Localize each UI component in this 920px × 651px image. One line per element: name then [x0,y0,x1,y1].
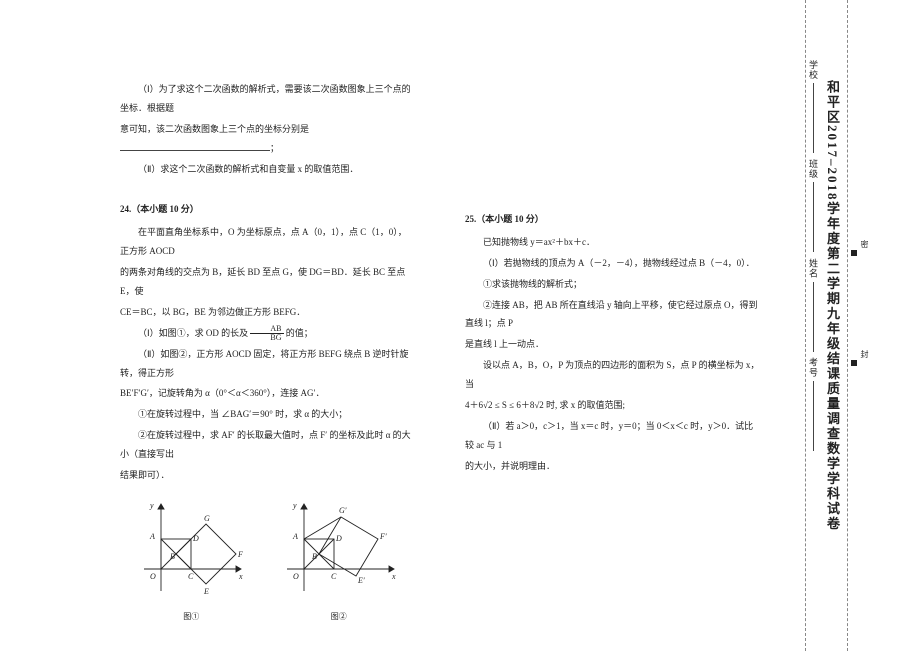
svg-text:G: G [204,514,210,523]
svg-text:A: A [292,532,298,541]
para-1: （Ⅰ）为了求这个二次函数的解析式，需要该二次函数图象上三个点的坐标．根据题 [120,80,415,118]
para-2: 意可知，该二次函数图象上三个点的坐标分别是； [120,120,415,158]
svg-text:B: B [170,552,175,561]
q24-l5: （Ⅱ）如图②，正方形 AOCD 固定，将正方形 BEFG 绕点 B 逆时针旋转，… [120,345,415,383]
blank-line [120,142,270,151]
svg-text:E′: E′ [357,576,365,585]
fraction: ABBG [250,325,283,342]
q24-l3: CE＝BC，以 BG，BE 为邻边做正方形 BEFG． [120,303,415,322]
q25-l9: 的大小，并说明理由． [465,457,760,476]
q24-heading: 24.（本小题 10 分） [120,200,415,219]
q25-l3: ①求该抛物线的解析式； [465,275,760,294]
svg-text:y: y [292,501,297,510]
two-column-content: （Ⅰ）为了求这个二次函数的解析式，需要该二次函数图象上三个点的坐标．根据题 意可… [0,0,805,651]
svg-text:F: F [237,550,243,559]
svg-text:C: C [188,572,194,581]
para-3: （Ⅱ）求这个二次函数的解析式和自变量 x 的取值范围． [120,160,415,179]
svg-text:E: E [203,587,209,596]
svg-text:D: D [192,534,199,543]
q24-l7: ①在旋转过程中，当 ∠BAG′＝90° 时，求 α 的大小； [120,405,415,424]
q25-l6: 设以点 A，B，O，P 为顶点的四边形的面积为 S，点 P 的横坐标为 x，当 [465,356,760,394]
margin-strip-outer [848,0,920,651]
svg-text:x: x [391,572,396,581]
q24-l2: 的两条对角线的交点为 B，延长 BD 至点 G，使 DG＝BD．延长 BC 至点… [120,263,415,301]
right-column: 25.（本小题 10 分） 已知抛物线 y＝ax²＋bx＋c． （Ⅰ）若抛物线的… [465,80,760,631]
left-column: （Ⅰ）为了求这个二次函数的解析式，需要该二次函数图象上三个点的坐标．根据题 意可… [120,80,415,631]
diagram-1-svg: A B C D E F G O x y [136,499,246,599]
q24-l4: （Ⅰ）如图①，求 OD 的长及 ABBG 的值； [120,324,415,343]
svg-text:y: y [149,501,154,510]
fig2-caption: 图② [279,609,399,626]
svg-text:O: O [150,572,156,581]
figures-row: A B C D E F G O x y 图① [120,499,415,626]
q24-l1: 在平面直角坐标系中，O 为坐标原点，点 A（0，1），点 C（1，0），正方形 … [120,223,415,261]
q24-l9: 结果即可）． [120,466,415,485]
fig1-caption: 图① [136,609,246,626]
svg-text:O: O [293,572,299,581]
svg-text:G′: G′ [339,506,347,515]
q25-heading: 25.（本小题 10 分） [465,210,760,229]
svg-text:D: D [335,534,342,543]
q24-l6: BE′F′G′，记旋转角为 α（0°＜α＜360°），连接 AG′． [120,384,415,403]
right-margin-strip [805,0,920,651]
svg-text:x: x [238,572,243,581]
svg-text:F′: F′ [379,532,387,541]
q25-l7: 4＋6√2 ≤ S ≤ 6＋8√2 时, 求 x 的取值范围; [465,396,760,415]
q25-l4: ②连接 AB，把 AB 所在直线沿 y 轴向上平移，使它经过原点 O，得到直线 … [465,296,760,334]
q25-l1: 已知抛物线 y＝ax²＋bx＋c． [465,233,760,252]
svg-text:B: B [312,552,317,561]
q25-l5: 是直线 l 上一动点． [465,335,760,354]
figure-1: A B C D E F G O x y 图① [136,499,246,626]
margin-strip-inner [806,0,848,651]
q25-l2: （Ⅰ）若抛物线的顶点为 A（－2，－4），抛物线经过点 B（－4，0）． [465,254,760,273]
svg-text:C: C [331,572,337,581]
svg-text:A: A [149,532,155,541]
diagram-2-svg: A B C D E′ F′ G′ O x y [279,499,399,599]
figure-2: A B C D E′ F′ G′ O x y 图② [279,499,399,626]
q24-l8: ②在旋转过程中，求 AF′ 的长取最大值时，点 F′ 的坐标及此时 α 的大小（… [120,426,415,464]
q25-l8: （Ⅱ）若 a＞0，c＞1，当 x＝c 时，y＝0；当 0＜x＜c 时，y＞0．试… [465,417,760,455]
